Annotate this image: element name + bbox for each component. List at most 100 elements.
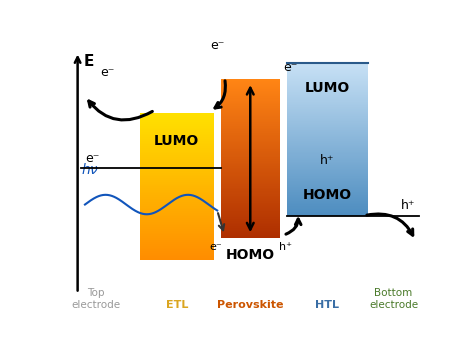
Bar — [287, 152, 368, 154]
Bar — [221, 207, 280, 209]
Bar — [287, 185, 368, 186]
Bar — [287, 189, 368, 191]
Text: LUMO: LUMO — [305, 81, 350, 95]
Bar — [140, 201, 213, 203]
Bar — [140, 242, 213, 243]
Bar — [221, 190, 280, 192]
Bar — [287, 106, 368, 108]
Bar — [140, 212, 213, 213]
Bar — [221, 231, 280, 233]
Bar — [140, 123, 213, 124]
Bar — [140, 195, 213, 197]
Bar — [221, 184, 280, 185]
Bar — [221, 105, 280, 106]
Bar — [287, 197, 368, 199]
Bar — [140, 211, 213, 212]
Bar — [287, 130, 368, 131]
Bar — [287, 152, 368, 153]
Bar — [140, 172, 213, 173]
Bar — [221, 223, 280, 225]
Bar — [287, 118, 368, 119]
Text: HOMO: HOMO — [303, 188, 352, 202]
Bar — [221, 208, 280, 210]
Bar — [221, 162, 280, 163]
Bar — [287, 173, 368, 174]
Text: e⁻: e⁻ — [85, 152, 100, 165]
Bar — [287, 179, 368, 180]
Bar — [221, 96, 280, 98]
Bar — [287, 124, 368, 125]
Bar — [287, 111, 368, 112]
Bar — [140, 238, 213, 239]
Bar — [221, 191, 280, 193]
Bar — [221, 174, 280, 176]
Bar — [221, 127, 280, 128]
Bar — [140, 245, 213, 247]
Bar — [287, 105, 368, 106]
Bar — [221, 150, 280, 152]
Bar — [140, 132, 213, 134]
Bar — [140, 227, 213, 228]
Bar — [140, 150, 213, 151]
Bar — [287, 182, 368, 183]
Bar — [140, 226, 213, 227]
Bar — [221, 187, 280, 188]
Bar — [221, 200, 280, 201]
Bar — [221, 125, 280, 126]
Bar — [221, 132, 280, 134]
Bar — [140, 236, 213, 238]
Bar — [287, 63, 368, 64]
Bar — [221, 133, 280, 135]
Bar — [287, 65, 368, 66]
Bar — [287, 105, 368, 107]
Bar — [140, 216, 213, 217]
Text: Bottom
electrode: Bottom electrode — [369, 288, 418, 310]
Bar — [287, 70, 368, 71]
Text: Top
electrode: Top electrode — [72, 288, 120, 310]
Bar — [140, 252, 213, 253]
Bar — [140, 194, 213, 196]
Bar — [140, 207, 213, 208]
Bar — [287, 153, 368, 155]
Bar — [221, 175, 280, 177]
Bar — [221, 234, 280, 235]
Bar — [221, 128, 280, 129]
Bar — [221, 177, 280, 178]
Bar — [221, 124, 280, 125]
Bar — [287, 195, 368, 197]
Bar — [287, 156, 368, 157]
Bar — [221, 99, 280, 100]
Bar — [221, 188, 280, 190]
Bar — [221, 117, 280, 118]
Bar — [221, 146, 280, 147]
Bar — [140, 183, 213, 185]
Bar — [221, 218, 280, 219]
Bar — [140, 135, 213, 137]
Bar — [221, 189, 280, 191]
Bar — [140, 232, 213, 234]
Bar — [140, 136, 213, 138]
Bar — [287, 78, 368, 79]
Bar — [140, 177, 213, 178]
Bar — [140, 179, 213, 180]
Bar — [221, 193, 280, 195]
Bar — [287, 66, 368, 67]
Bar — [140, 225, 213, 226]
Bar — [221, 89, 280, 90]
Text: ETL: ETL — [165, 300, 188, 310]
Bar — [140, 236, 213, 237]
Bar — [221, 174, 280, 175]
Bar — [221, 237, 280, 238]
Bar — [287, 204, 368, 206]
Bar — [221, 167, 280, 169]
Bar — [287, 100, 368, 102]
Bar — [140, 138, 213, 140]
Bar — [221, 81, 280, 82]
Bar — [221, 106, 280, 107]
Bar — [287, 186, 368, 187]
Bar — [140, 174, 213, 175]
Bar — [221, 110, 280, 112]
Bar — [221, 103, 280, 104]
Bar — [221, 226, 280, 228]
Bar — [287, 213, 368, 214]
